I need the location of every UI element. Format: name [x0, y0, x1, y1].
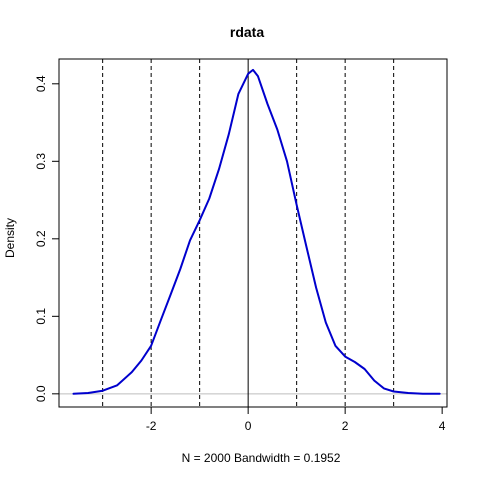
density-curve — [72, 68, 441, 395]
y-tick-label: 0.4 — [34, 75, 48, 92]
y-tick-label: 0.0 — [34, 385, 48, 402]
x-tick-label: 2 — [342, 419, 349, 433]
x-tick-label: 0 — [245, 419, 252, 433]
x-tick-label: -2 — [146, 419, 157, 433]
y-tick-label: 0.3 — [34, 153, 48, 170]
x-axis-label: N = 2000 Bandwidth = 0.1952 — [182, 451, 341, 465]
chart-title: rdata — [230, 24, 264, 40]
y-axis-label: Density — [3, 218, 17, 258]
plot-frame — [58, 58, 448, 408]
plot-layer: -2 0 2 4 0.0 0.1 0.2 0.3 0.4 — [34, 58, 448, 433]
x-tick-label: 4 — [439, 419, 446, 433]
y-tick-label: 0.1 — [34, 308, 48, 325]
y-tick-label: 0.2 — [34, 230, 48, 247]
